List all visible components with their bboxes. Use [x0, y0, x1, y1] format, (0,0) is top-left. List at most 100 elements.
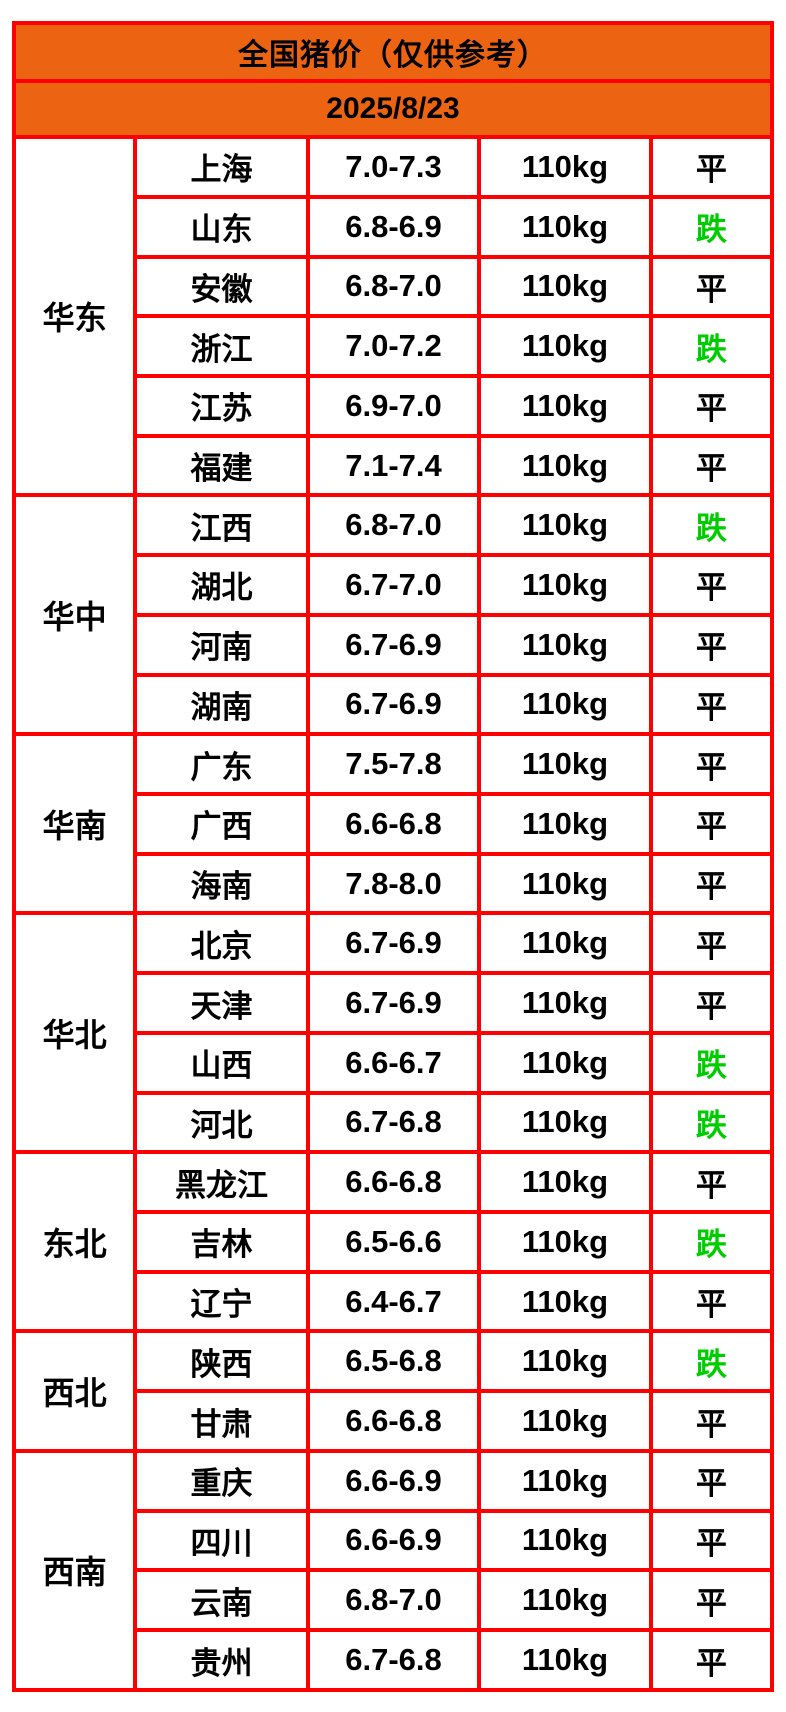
status-cell: 平	[648, 1568, 775, 1633]
status-cell: 平	[648, 254, 775, 319]
status-cell: 平	[648, 1389, 775, 1453]
province-cell: 天津	[133, 971, 310, 1035]
province-cell: 黑龙江	[133, 1150, 310, 1215]
province-cell: 江西	[133, 493, 310, 558]
table-row: 天津 6.7-6.9 110kg 平	[14, 971, 775, 1035]
table-row: 华东 上海 7.0-7.3 110kg 平	[11, 135, 775, 498]
region-cell: 西南	[11, 1448, 138, 1693]
province-cell: 上海	[133, 135, 310, 199]
table-row: 湖南 6.7-6.9 110kg 平	[14, 672, 775, 737]
price-range-cell: 6.5-6.6	[305, 1210, 482, 1274]
status-cell: 平	[648, 1448, 775, 1513]
weight-cell: 110kg	[477, 1448, 653, 1513]
province-cell: 重庆	[133, 1448, 310, 1513]
table-row: 东北 黑龙江 6.6-6.8 110kg 平	[11, 1150, 775, 1334]
weight-cell: 110kg	[477, 792, 653, 856]
price-range-cell: 6.8-6.9	[305, 194, 482, 259]
price-range-cell: 6.7-6.9	[305, 672, 482, 737]
status-cell: 平	[648, 971, 775, 1035]
price-range-cell: 6.6-6.8	[305, 1150, 482, 1215]
status-cell: 跌	[648, 314, 775, 378]
price-range-cell: 7.8-8.0	[305, 851, 482, 916]
price-range-cell: 6.4-6.7	[305, 1269, 482, 1334]
pig-price-table: 全国猪价（仅供参考） 2025/8/23 华东 上海 7.0-7.3 110kg 平山东…	[11, 21, 775, 1693]
status-cell: 平	[648, 433, 775, 498]
price-range-cell: 7.0-7.3	[305, 135, 482, 199]
status-cell: 平	[648, 672, 775, 737]
table-row: 广西 6.6-6.8 110kg 平	[14, 792, 775, 856]
province-cell: 贵州	[133, 1628, 310, 1692]
weight-cell: 110kg	[477, 1628, 653, 1692]
table-row: 华北 北京 6.7-6.9 110kg 平	[11, 911, 775, 1155]
status-cell: 平	[648, 732, 775, 796]
status-cell: 平	[648, 1628, 775, 1692]
price-range-cell: 6.6-6.8	[305, 792, 482, 856]
price-range-cell: 6.7-6.9	[305, 911, 482, 976]
price-range-cell: 6.9-7.0	[305, 373, 482, 438]
weight-cell: 110kg	[477, 911, 653, 976]
table-row: 江苏 6.9-7.0 110kg 平	[14, 373, 775, 438]
province-cell: 福建	[133, 433, 310, 498]
status-cell: 平	[648, 851, 775, 916]
price-range-cell: 6.6-6.7	[305, 1030, 482, 1095]
table-row: 西南 重庆 6.6-6.9 110kg 平	[11, 1448, 775, 1693]
price-range-cell: 6.7-6.8	[305, 1628, 482, 1692]
province-cell: 湖南	[133, 672, 310, 737]
table-date: 2025/8/23	[12, 78, 774, 140]
region-cell: 华南	[11, 732, 138, 916]
weight-cell: 110kg	[477, 672, 653, 737]
price-range-cell: 6.5-6.8	[305, 1329, 482, 1394]
table-row: 西北 陕西 6.5-6.8 110kg 跌	[11, 1329, 775, 1453]
weight-cell: 110kg	[477, 1508, 653, 1573]
weight-cell: 110kg	[477, 194, 653, 259]
table-row: 河南 6.7-6.9 110kg 平	[14, 612, 775, 677]
province-cell: 河北	[133, 1090, 310, 1155]
province-cell: 海南	[133, 851, 310, 916]
price-range-cell: 6.7-6.9	[305, 971, 482, 1035]
region-cell: 东北	[11, 1150, 138, 1334]
table-row: 海南 7.8-8.0 110kg 平	[14, 851, 775, 916]
weight-cell: 110kg	[477, 254, 653, 319]
status-cell: 平	[648, 553, 775, 617]
table-row: 云南 6.8-7.0 110kg 平	[14, 1568, 775, 1633]
weight-cell: 110kg	[477, 851, 653, 916]
status-cell: 跌	[648, 1210, 775, 1274]
status-cell: 平	[648, 1508, 775, 1573]
weight-cell: 110kg	[477, 493, 653, 558]
weight-cell: 110kg	[477, 1030, 653, 1095]
table-row: 贵州 6.7-6.8 110kg 平	[14, 1628, 775, 1692]
weight-cell: 110kg	[477, 433, 653, 498]
table-row: 华中 江西 6.8-7.0 110kg 跌	[11, 493, 775, 737]
price-range-cell: 6.8-7.0	[305, 493, 482, 558]
region-cell: 华中	[11, 493, 138, 737]
status-cell: 平	[648, 792, 775, 856]
table-row: 浙江 7.0-7.2 110kg 跌	[14, 314, 775, 378]
status-cell: 平	[648, 135, 775, 199]
weight-cell: 110kg	[477, 612, 653, 677]
weight-cell: 110kg	[477, 553, 653, 617]
weight-cell: 110kg	[477, 971, 653, 1035]
province-cell: 山东	[133, 194, 310, 259]
status-cell: 跌	[648, 1090, 775, 1155]
status-cell: 平	[648, 911, 775, 976]
table-title: 全国猪价（仅供参考）	[12, 21, 774, 83]
status-cell: 平	[648, 612, 775, 677]
title-row: 全国猪价（仅供参考）	[12, 21, 774, 83]
province-cell: 河南	[133, 612, 310, 677]
price-range-cell: 6.7-6.8	[305, 1090, 482, 1155]
weight-cell: 110kg	[477, 373, 653, 438]
price-range-cell: 7.5-7.8	[305, 732, 482, 796]
price-range-cell: 6.6-6.9	[305, 1448, 482, 1513]
price-range-cell: 6.8-7.0	[305, 1568, 482, 1633]
province-cell: 陕西	[133, 1329, 310, 1394]
status-cell: 平	[648, 1150, 775, 1215]
status-cell: 跌	[648, 1030, 775, 1095]
table-row: 吉林 6.5-6.6 110kg 跌	[14, 1210, 775, 1274]
weight-cell: 110kg	[477, 1329, 653, 1394]
province-cell: 四川	[133, 1508, 310, 1573]
weight-cell: 110kg	[477, 1150, 653, 1215]
price-range-cell: 6.7-6.9	[305, 612, 482, 677]
weight-cell: 110kg	[477, 1210, 653, 1274]
table-row: 安徽 6.8-7.0 110kg 平	[14, 254, 775, 319]
